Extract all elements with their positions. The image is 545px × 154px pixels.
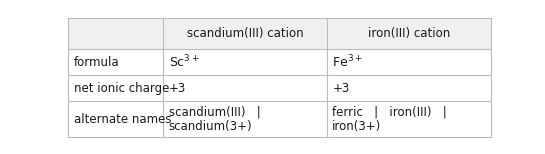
Bar xyxy=(68,75,163,101)
Text: $\mathregular{Fe^{3+}}$: $\mathregular{Fe^{3+}}$ xyxy=(332,54,363,71)
Text: ferric   |   iron(III)   |: ferric | iron(III) | xyxy=(332,105,447,118)
Bar xyxy=(68,18,163,49)
Text: scandium(3+): scandium(3+) xyxy=(168,120,252,134)
Bar xyxy=(163,101,327,137)
Text: +3: +3 xyxy=(332,82,349,95)
Bar xyxy=(327,101,490,137)
Text: iron(3+): iron(3+) xyxy=(332,120,382,134)
Text: +3: +3 xyxy=(168,82,186,95)
Bar xyxy=(163,49,327,75)
Bar xyxy=(327,75,490,101)
Text: scandium(III)   |: scandium(III) | xyxy=(168,105,261,118)
Bar xyxy=(68,49,163,75)
Text: $\mathregular{Sc^{3+}}$: $\mathregular{Sc^{3+}}$ xyxy=(168,54,199,71)
Bar xyxy=(163,75,327,101)
Text: iron(III) cation: iron(III) cation xyxy=(367,27,450,40)
Text: scandium(III) cation: scandium(III) cation xyxy=(187,27,304,40)
Text: alternate names: alternate names xyxy=(74,113,171,126)
Bar xyxy=(327,49,490,75)
Bar xyxy=(163,18,327,49)
Text: net ionic charge: net ionic charge xyxy=(74,82,169,95)
Bar xyxy=(68,101,163,137)
Bar xyxy=(327,18,490,49)
Text: formula: formula xyxy=(74,56,119,69)
